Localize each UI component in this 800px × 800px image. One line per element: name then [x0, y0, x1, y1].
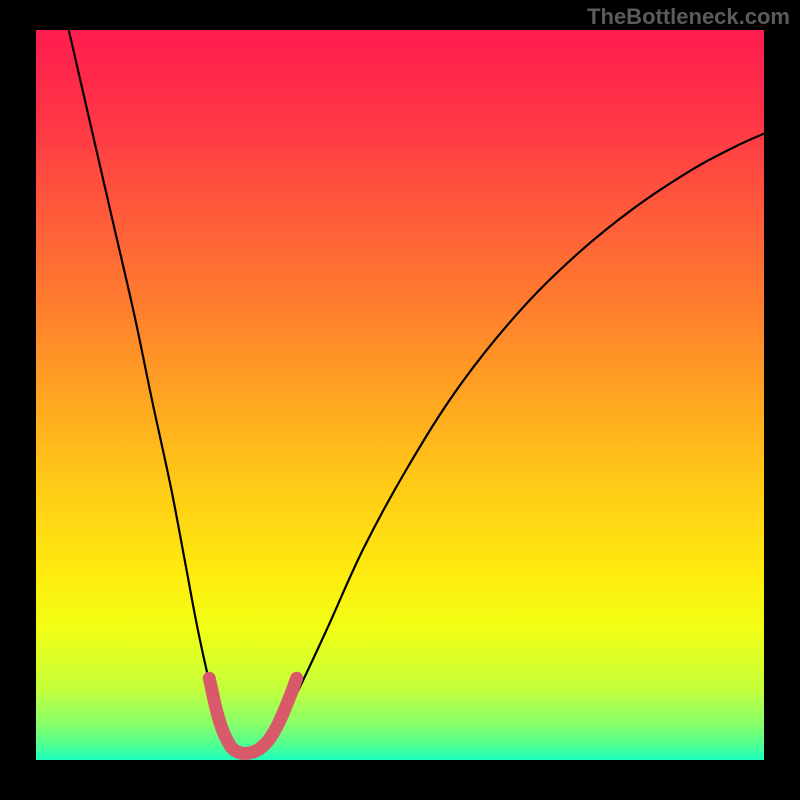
bottleneck-curve — [69, 30, 764, 755]
plot-area — [36, 30, 764, 760]
chart-svg — [36, 30, 764, 760]
watermark-text: TheBottleneck.com — [587, 4, 790, 30]
valley-marker — [209, 678, 296, 753]
